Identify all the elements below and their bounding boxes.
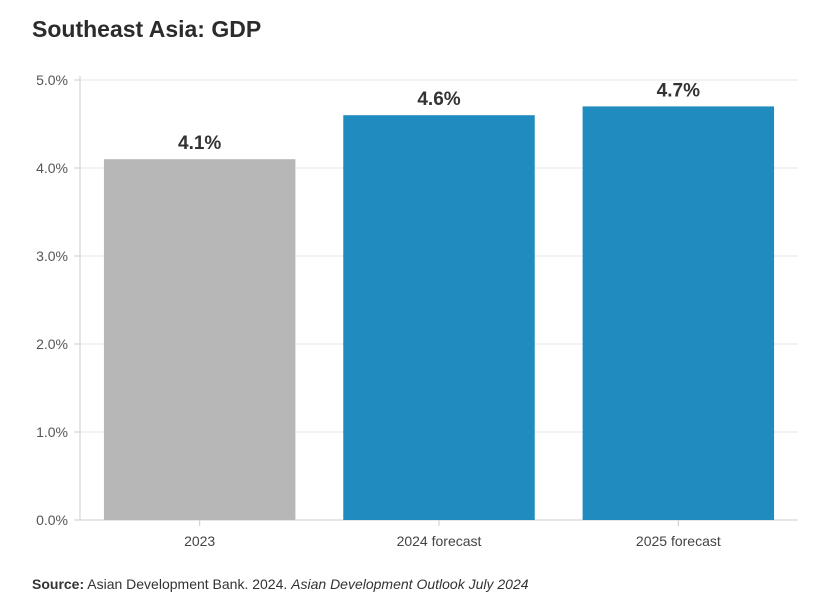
data-label: 4.1% [178,133,221,154]
x-tick-label: 2023 [184,533,215,549]
labels: 0.0% 1.0% 2.0% 3.0% 4.0% 5.0% 4.1% 2023 4.6% 2024… [36,72,721,549]
source-text: Asian Development Bank. 2024. [87,576,288,592]
x-tick-label: 2024 forecast [397,533,482,549]
data-label: 4.7% [657,80,700,101]
x-tick-label: 2025 forecast [636,533,721,549]
source-publication: Asian Development Outlook July 2024 [291,576,529,592]
source-note: Source: Asian Development Bank. 2024. As… [32,576,529,592]
bar-2023 [103,159,296,520]
bar-2025-forecast [582,106,775,521]
bars [103,106,775,521]
y-tick-label: 2.0% [36,336,68,352]
data-label: 4.6% [417,89,460,110]
y-tick-label: 1.0% [36,424,68,440]
chart-title: Southeast Asia: GDP [32,16,262,42]
bar-2024-forecast [343,115,535,520]
y-tick-label: 0.0% [36,512,68,528]
source-label: Source: [32,576,85,592]
y-tick-label: 3.0% [36,248,68,264]
y-tick-label: 4.0% [36,160,68,176]
y-tick-label: 5.0% [36,72,68,88]
